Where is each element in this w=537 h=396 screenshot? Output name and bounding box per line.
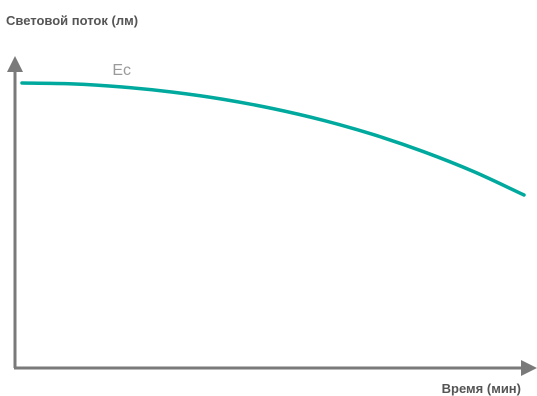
series-layer: Ec [20,62,526,197]
x-axis-arrow [521,360,537,376]
series-label-0: Ec [112,62,131,79]
y-axis-arrow [7,56,23,72]
y-axis-label: Световой поток (лм) [6,13,139,28]
series-line-0 [20,81,526,197]
x-axis-label: Время (мин) [441,381,521,396]
